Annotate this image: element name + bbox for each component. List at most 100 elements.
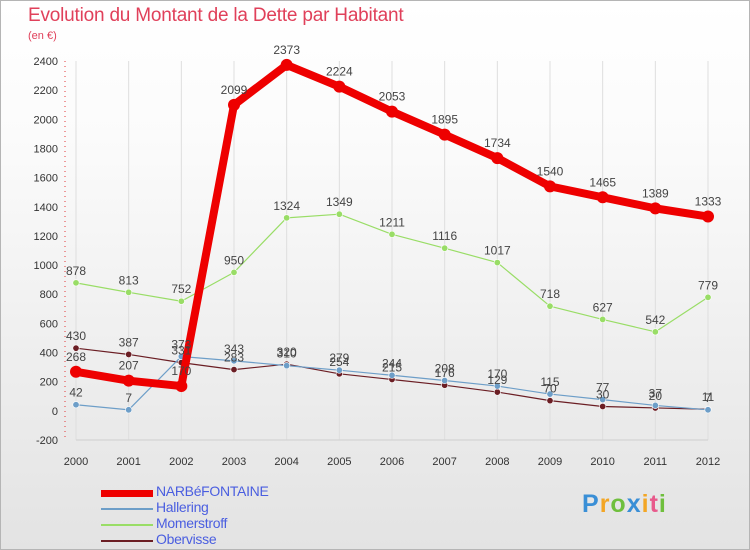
data-point (72, 401, 80, 409)
data-label: 430 (66, 329, 86, 343)
data-label: 320 (277, 345, 297, 359)
data-point (70, 365, 82, 378)
data-point (386, 105, 398, 118)
data-point (546, 397, 554, 405)
data-label: 11 (702, 390, 715, 404)
data-point (388, 371, 396, 379)
data-label: 1017 (484, 244, 511, 258)
data-label: 7 (705, 391, 712, 405)
data-point (493, 259, 501, 267)
data-point (388, 230, 396, 238)
legend-swatch (101, 524, 153, 526)
data-label: 215 (382, 361, 402, 375)
data-point (72, 279, 80, 287)
y-tick-label: 800 (40, 289, 58, 301)
x-tick-label: 2010 (590, 456, 614, 468)
data-label: 170 (171, 364, 191, 378)
data-point (546, 302, 554, 310)
data-label: 627 (593, 300, 613, 314)
legend-label: Momerstroff (156, 515, 228, 531)
data-label: 779 (698, 278, 718, 292)
logo-letter: r (599, 490, 611, 518)
data-point (599, 402, 607, 410)
data-point (175, 380, 188, 393)
x-tick-label: 2000 (64, 456, 88, 468)
data-label: 542 (645, 313, 665, 327)
data-label: 244 (382, 356, 402, 370)
y-tick-label: 600 (40, 318, 58, 330)
data-point (228, 98, 240, 111)
data-label: 20 (649, 389, 663, 403)
y-tick-label: 1800 (34, 143, 58, 155)
y-tick-label: 1400 (34, 202, 58, 214)
x-tick-label: 2007 (432, 456, 456, 468)
legend-swatch (101, 489, 153, 497)
data-label: 268 (66, 350, 86, 364)
data-point (438, 128, 451, 141)
data-label: 283 (224, 351, 244, 365)
data-point (599, 396, 607, 404)
data-label: 2053 (379, 90, 406, 104)
data-label: 37 (649, 386, 663, 400)
data-point (230, 357, 238, 365)
data-label: 878 (66, 264, 86, 278)
data-label: 1895 (431, 113, 458, 127)
data-point (125, 350, 133, 358)
data-point (649, 202, 662, 215)
data-point (493, 382, 501, 390)
x-tick-label: 2008 (485, 456, 509, 468)
y-tick-label: 2400 (34, 56, 58, 68)
data-point (335, 210, 343, 218)
data-label: 254 (329, 355, 349, 369)
x-tick-label: 2012 (696, 456, 720, 468)
data-label: 129 (487, 373, 507, 387)
chart-subtitle: (en €) (28, 30, 57, 42)
x-tick-label: 2001 (116, 456, 140, 468)
proxiti-logo: Proxiti (582, 490, 667, 519)
legend-swatch (101, 508, 153, 510)
data-point (122, 374, 135, 387)
logo-letter: i (658, 490, 667, 518)
data-point (704, 293, 712, 301)
y-tick-label: -200 (36, 435, 58, 447)
data-label: 77 (596, 381, 610, 395)
x-tick-label: 2004 (274, 456, 298, 468)
data-point (283, 214, 291, 222)
data-point (230, 366, 238, 374)
data-label: 176 (435, 366, 455, 380)
data-label: 1734 (484, 136, 511, 150)
x-tick-label: 2011 (644, 456, 668, 468)
y-tick-label: 2200 (34, 85, 58, 97)
data-point (651, 401, 659, 409)
legend-label: NARBéFONTAINE (156, 483, 269, 499)
data-point (704, 406, 712, 414)
x-tick-label: 2006 (380, 456, 404, 468)
data-point (651, 328, 659, 336)
data-label: 2224 (326, 65, 353, 79)
legend-swatch (101, 540, 153, 542)
data-label: 331 (171, 344, 191, 358)
data-label: 70 (543, 382, 557, 396)
chart-title: Evolution du Montant de la Dette par Hab… (28, 5, 404, 26)
legend-label: Hallering (156, 499, 209, 515)
data-label: 208 (435, 362, 455, 376)
logo-letter: o (610, 490, 627, 518)
data-label: 752 (171, 282, 191, 296)
data-label: 1324 (273, 199, 300, 213)
data-point (335, 366, 343, 374)
y-tick-label: 1000 (34, 260, 58, 272)
data-label: 2373 (273, 43, 300, 57)
x-tick-label: 2005 (327, 456, 351, 468)
data-label: 7 (125, 391, 132, 405)
data-label: 115 (540, 375, 559, 389)
y-tick-label: 400 (40, 348, 58, 360)
y-tick-label: 200 (40, 377, 58, 389)
data-label: 279 (329, 351, 349, 365)
data-point (596, 191, 609, 204)
data-label: 1465 (589, 175, 616, 189)
data-point (177, 297, 185, 305)
data-label: 1349 (326, 195, 353, 209)
data-label: 1540 (537, 164, 564, 178)
data-point (280, 58, 293, 71)
data-label: 718 (540, 287, 560, 301)
